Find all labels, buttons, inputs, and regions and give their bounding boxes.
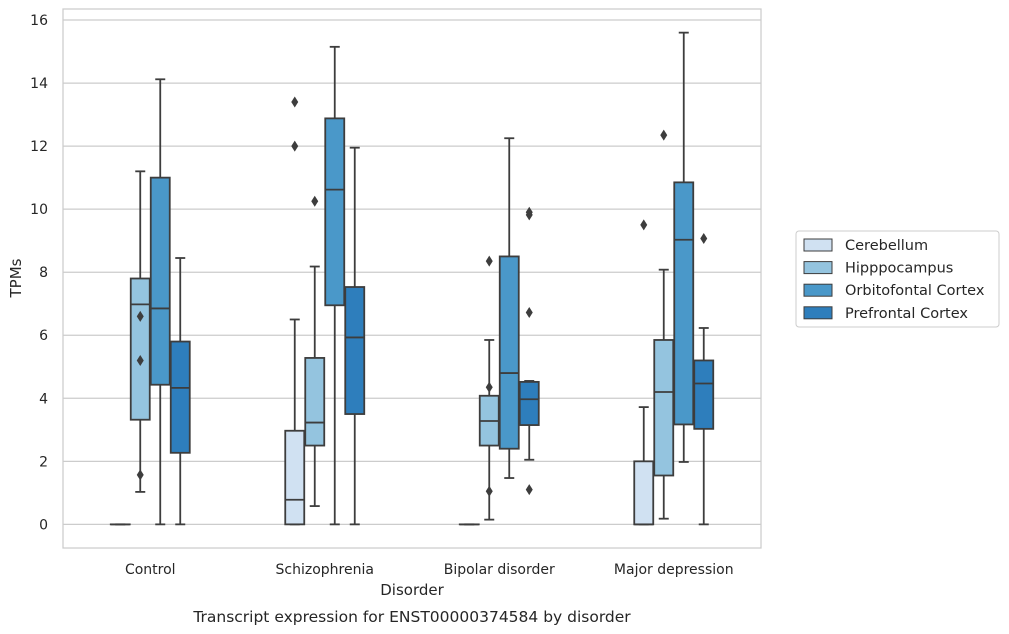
legend-swatch xyxy=(803,306,833,320)
box-iqr xyxy=(633,460,655,526)
outlier-point xyxy=(525,484,533,496)
box-iqr xyxy=(344,286,366,415)
box xyxy=(344,146,366,526)
outlier-point xyxy=(485,255,493,267)
legend-label: Prefrontal Cortex xyxy=(845,306,968,322)
category-group xyxy=(284,45,366,526)
legend-swatch xyxy=(803,238,833,252)
y-tick-label: 6 xyxy=(39,328,48,344)
outlier-point xyxy=(525,307,533,319)
legend-swatch xyxy=(803,283,833,297)
x-tick-label: Major depression xyxy=(614,562,734,578)
y-tick-label: 4 xyxy=(39,391,48,407)
box xyxy=(304,195,326,507)
outlier-point xyxy=(525,206,533,218)
category-group xyxy=(458,137,540,526)
x-tick-label: Schizophrenia xyxy=(276,562,374,578)
box-iqr xyxy=(693,359,715,430)
chart-caption: Transcript expression for ENST0000037458… xyxy=(192,608,631,626)
plot-area xyxy=(63,9,761,548)
y-tick-label: 8 xyxy=(39,265,48,281)
box xyxy=(518,206,540,496)
y-tick-label: 0 xyxy=(39,517,48,533)
box xyxy=(478,255,500,521)
y-tick-labels: 0 2 4 6 8 10 12 14 16 xyxy=(30,13,48,533)
box xyxy=(129,170,151,493)
y-tick-label: 2 xyxy=(39,454,48,470)
plot-frame xyxy=(62,8,762,549)
x-tick-labels: Control Schizophrenia Bipolar disorder Majo… xyxy=(125,562,734,578)
legend: Cerebellum Hipppocampus Orbitofontal Corte… xyxy=(795,230,1000,328)
box-iqr xyxy=(673,181,695,426)
legend-label: Cerebellum xyxy=(845,238,928,254)
outlier-point xyxy=(700,232,708,244)
y-tick-label: 16 xyxy=(30,13,48,29)
box xyxy=(324,45,346,526)
y-tick-label: 14 xyxy=(30,76,48,92)
box xyxy=(284,96,306,526)
box xyxy=(169,257,191,526)
category-group xyxy=(633,31,715,526)
outlier-point xyxy=(291,140,299,152)
legend-swatch xyxy=(803,261,833,275)
box xyxy=(149,78,171,526)
box-iqr xyxy=(169,340,191,454)
y-tick-label: 12 xyxy=(30,139,48,155)
box-iqr xyxy=(129,277,151,421)
box-iqr xyxy=(518,380,540,426)
box xyxy=(673,31,695,463)
legend-frame xyxy=(795,230,1000,328)
box xyxy=(633,219,655,526)
box-iqr xyxy=(498,255,520,450)
box-iqr xyxy=(284,429,306,526)
box xyxy=(498,137,520,479)
outlier-point xyxy=(136,354,144,366)
outlier-point xyxy=(311,195,319,207)
legend-label: Hipppocampus xyxy=(845,261,953,277)
outlier-point xyxy=(485,485,493,497)
outlier-point xyxy=(485,381,493,393)
legend-label: Orbitofontal Cortex xyxy=(845,283,985,299)
box-iqr xyxy=(304,357,326,447)
box-iqr xyxy=(653,339,675,477)
box-iqr xyxy=(149,176,171,386)
box-groups xyxy=(109,31,715,526)
outlier-point xyxy=(291,96,299,108)
y-axis-label: TPMs xyxy=(7,258,25,298)
box xyxy=(653,129,675,520)
outlier-point xyxy=(136,310,144,322)
box xyxy=(693,232,715,526)
category-group xyxy=(109,78,191,526)
x-tick-label: Bipolar disorder xyxy=(444,562,555,578)
outlier-point xyxy=(136,469,144,481)
box-iqr xyxy=(324,117,346,307)
y-tick-label: 10 xyxy=(30,202,48,218)
x-tick-label: Control xyxy=(125,562,176,578)
outlier-point xyxy=(640,219,648,231)
outlier-point xyxy=(660,129,668,141)
x-axis-label: Disorder xyxy=(380,581,444,599)
